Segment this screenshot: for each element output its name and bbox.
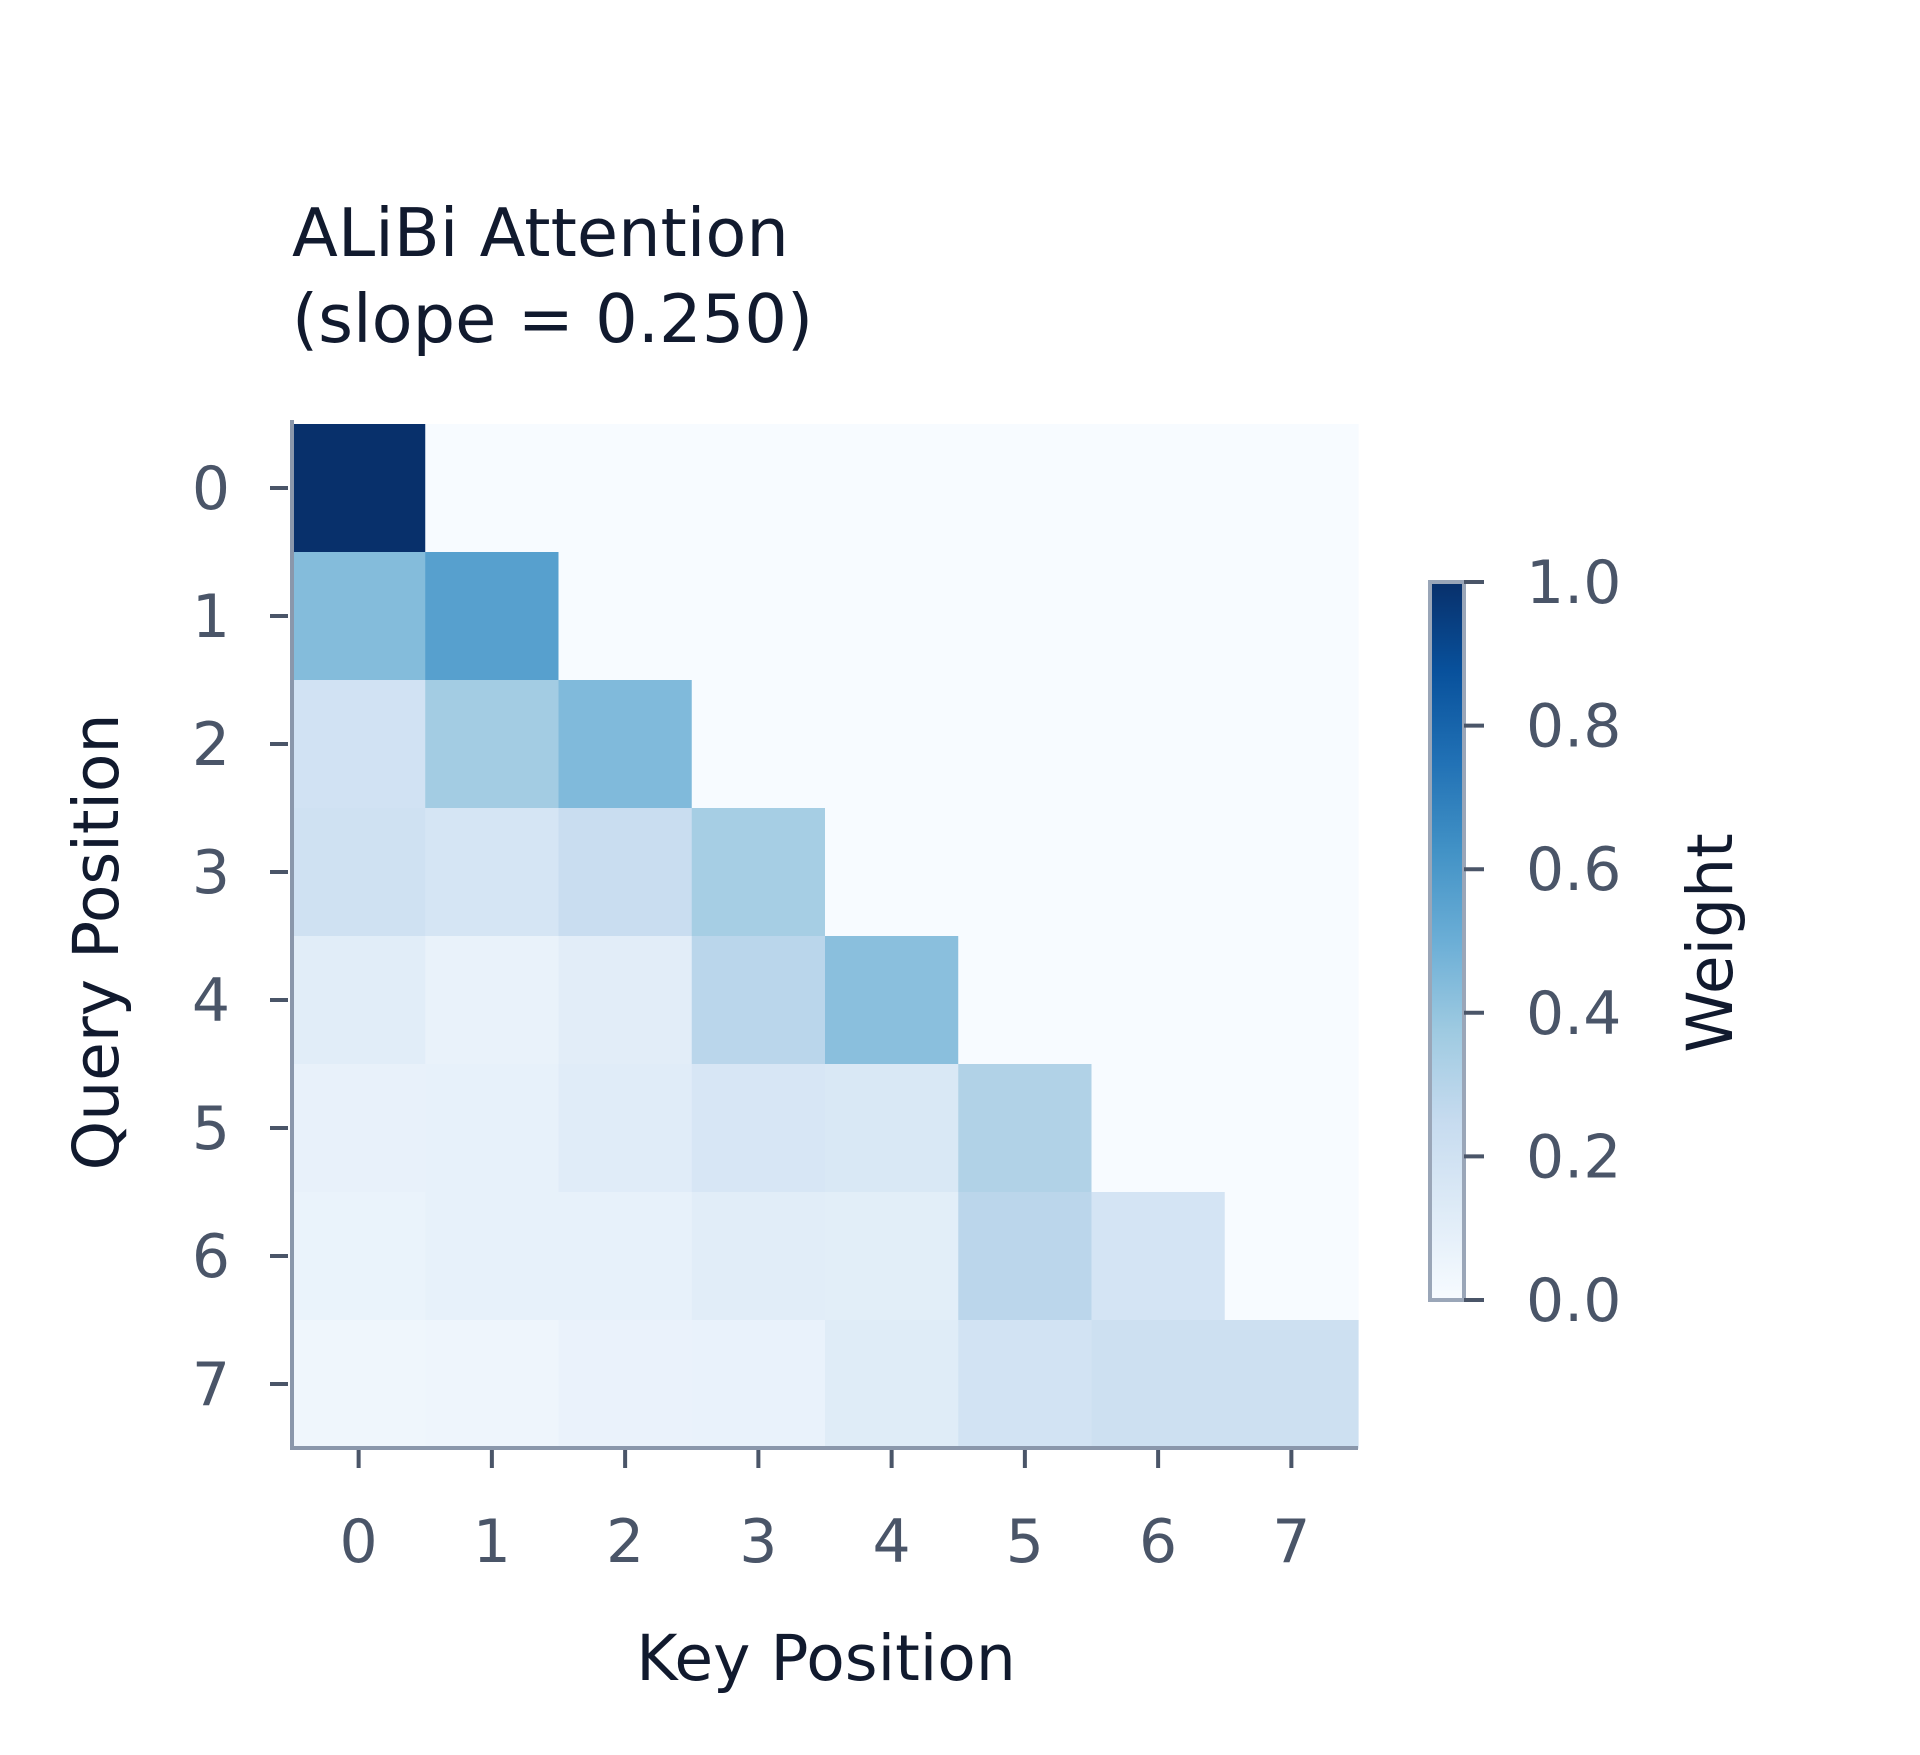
heatmap-cell-1-7 [1224,552,1359,681]
y-tick-label-1: 1 [192,582,230,652]
heatmap-cell-6-6 [1091,1192,1226,1321]
chart-title-line-1: ALiBi Attention [292,194,789,272]
heatmap-cell-1-4 [825,552,959,681]
heatmap-cell-7-2 [558,1320,693,1449]
heatmap-cell-2-6 [1091,680,1226,809]
colorbar-tick-label-0: 0.0 [1526,1266,1621,1336]
x-tick-label-7: 7 [1272,1507,1310,1577]
colorbar-tick-label-3: 0.6 [1526,835,1621,905]
heatmap-cell-0-6 [1091,424,1226,553]
heatmap-cell-7-3 [691,1320,826,1449]
x-axis-label: Key Position [636,1622,1016,1695]
heatmap-cell-5-6 [1091,1064,1226,1193]
x-tick-label-3: 3 [739,1507,777,1577]
heatmap-cell-1-0 [292,552,426,681]
heatmap-cell-3-7 [1224,808,1359,937]
heatmap-cell-4-1 [425,936,560,1065]
colorbar-gradient [1428,580,1466,1302]
heatmap-cell-6-0 [292,1192,426,1321]
heatmap-cell-4-5 [958,936,1093,1065]
heatmap-cell-6-3 [691,1192,826,1321]
chart-title-line-2: (slope = 0.250) [292,280,813,358]
heatmap-cell-4-6 [1091,936,1226,1065]
y-tick-label-0: 0 [192,454,230,524]
colorbar: 0.0 0.2 0.4 0.6 0.8 1.0 [1428,548,1621,1336]
heatmap-cell-3-1 [425,808,560,937]
y-tick-label-3: 3 [192,838,230,908]
heatmap-cell-7-5 [958,1320,1093,1449]
heatmap-cell-0-3 [691,424,826,553]
heatmap-cell-2-1 [425,680,560,809]
heatmap-cell-0-0 [292,424,426,553]
heatmap-cell-1-3 [691,552,826,681]
heatmap-cell-3-5 [958,808,1093,937]
heatmap-cell-0-2 [558,424,693,553]
heatmap-cell-5-2 [558,1064,693,1193]
heatmap-cell-6-2 [558,1192,693,1321]
heatmap-cell-2-2 [558,680,693,809]
heatmap-cell-0-4 [825,424,959,553]
heatmap-cell-7-4 [825,1320,959,1449]
heatmap-cell-5-3 [691,1064,826,1193]
x-tick-label-1: 1 [473,1507,511,1577]
heatmap-cell-6-4 [825,1192,959,1321]
heatmap-cell-5-1 [425,1064,560,1193]
heatmap-cell-2-7 [1224,680,1359,809]
heatmap-cell-1-5 [958,552,1093,681]
heatmap-cell-2-5 [958,680,1093,809]
heatmap-cell-3-6 [1091,808,1226,937]
heatmap-cell-2-3 [691,680,826,809]
heatmap-cell-7-1 [425,1320,560,1449]
heatmap-cell-4-3 [691,936,826,1065]
y-tick-label-6: 6 [192,1222,230,1292]
heatmap-cell-4-2 [558,936,693,1065]
heatmap-cell-6-7 [1224,1192,1359,1321]
heatmap-cell-1-2 [558,552,693,681]
x-tick-label-5: 5 [1006,1507,1044,1577]
heatmap-cell-4-7 [1224,936,1359,1065]
heatmap-cells [292,424,1359,1449]
heatmap-cell-0-7 [1224,424,1359,553]
colorbar-label: Weight [1674,833,1747,1053]
x-tick-label-4: 4 [873,1507,911,1577]
heatmap-cell-3-3 [691,808,826,937]
heatmap-cell-3-4 [825,808,959,937]
y-tick-label-7: 7 [192,1350,230,1420]
y-axis-label: Query Position [60,714,133,1171]
axes: 0 1 2 3 4 5 6 7 0 1 2 3 4 5 6 7 [192,420,1358,1577]
colorbar-tick-label-5: 1.0 [1526,548,1621,618]
heatmap-cell-5-7 [1224,1064,1359,1193]
x-tick-label-2: 2 [606,1507,644,1577]
heatmap-cell-7-7 [1224,1320,1359,1449]
heatmap-cell-5-5 [958,1064,1093,1193]
heatmap-cell-3-2 [558,808,693,937]
heatmap-cell-5-4 [825,1064,959,1193]
chart-title: ALiBi Attention (slope = 0.250) [292,194,813,358]
heatmap-cell-4-0 [292,936,426,1065]
heatmap-cell-2-0 [292,680,426,809]
heatmap-cell-1-6 [1091,552,1226,681]
heatmap-cell-5-0 [292,1064,426,1193]
heatmap-cell-4-4 [825,936,959,1065]
colorbar-tick-label-2: 0.4 [1526,979,1621,1049]
x-tick-label-6: 6 [1139,1507,1177,1577]
heatmap-cell-1-1 [425,552,560,681]
y-tick-label-5: 5 [192,1094,230,1164]
heatmap-cell-0-1 [425,424,560,553]
colorbar-tick-label-1: 0.2 [1526,1122,1621,1192]
heatmap-cell-2-4 [825,680,959,809]
colorbar-tick-label-4: 0.8 [1526,692,1621,762]
heatmap-cell-7-0 [292,1320,426,1449]
y-tick-label-4: 4 [192,966,230,1036]
heatmap-cell-6-5 [958,1192,1093,1321]
x-tick-label-0: 0 [340,1507,378,1577]
heatmap-cell-7-6 [1091,1320,1226,1449]
heatmap-cell-0-5 [958,424,1093,553]
heatmap-cell-3-0 [292,808,426,937]
heatmap-cell-6-1 [425,1192,560,1321]
y-tick-label-2: 2 [192,710,230,780]
